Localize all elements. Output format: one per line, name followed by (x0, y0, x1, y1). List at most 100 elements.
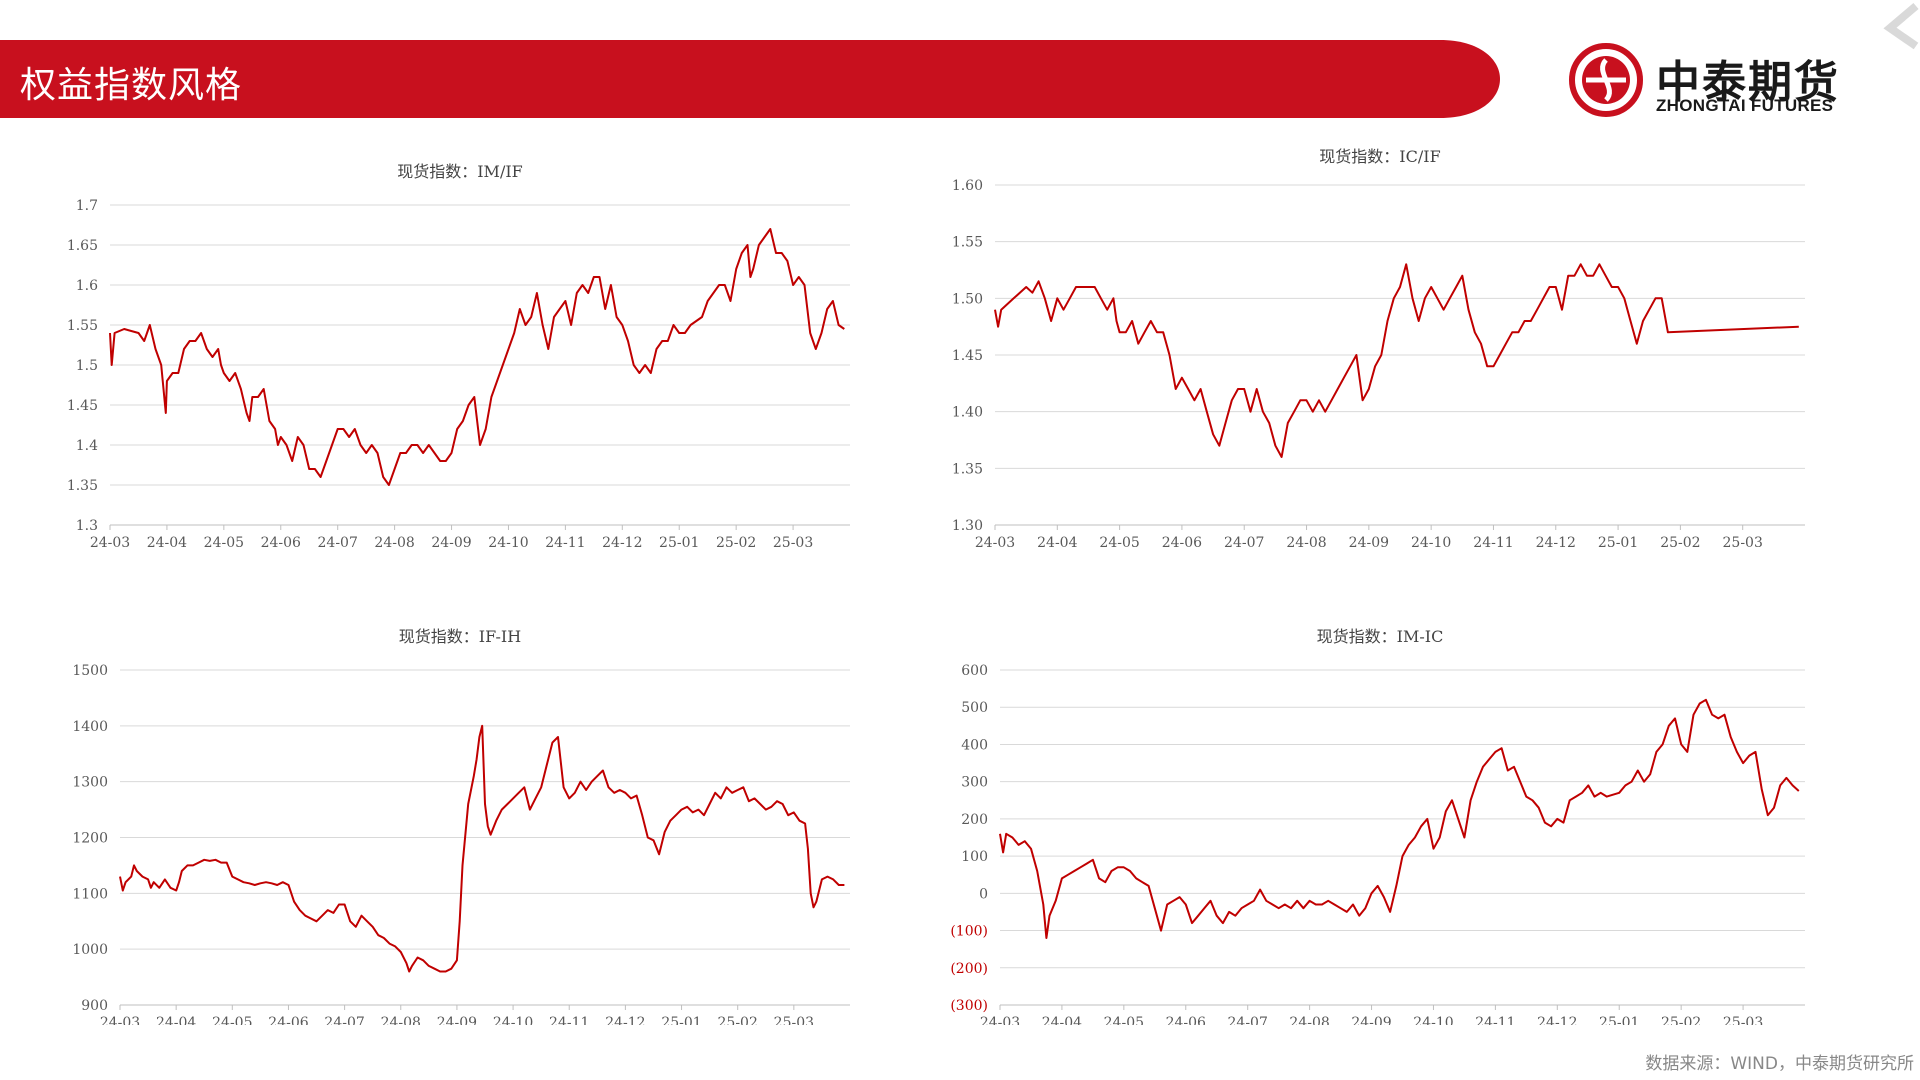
x-tick-label: 24-10 (493, 1015, 533, 1025)
x-tick-label: 24-12 (605, 1015, 645, 1025)
x-tick-label: 24-04 (1037, 535, 1077, 551)
y-tick-label: (100) (950, 924, 988, 940)
x-tick-label: 24-12 (1537, 1015, 1577, 1025)
zhongtai-logo-icon (1569, 43, 1643, 117)
x-tick-label: 25-01 (1598, 535, 1638, 551)
y-tick-label: 1.60 (952, 178, 983, 194)
x-tick-label: 24-12 (1536, 535, 1576, 551)
x-tick-label: 25-02 (1661, 1015, 1701, 1025)
x-tick-label: 24-03 (90, 535, 130, 551)
x-tick-label: 24-12 (602, 535, 642, 551)
x-tick-label: 24-09 (1351, 1015, 1391, 1025)
x-tick-label: 25-01 (1599, 1015, 1639, 1025)
chart-title: 现货指数：IF-IH (398, 627, 522, 646)
chart-title: 现货指数：IM/IF (397, 162, 523, 181)
y-tick-label: 1.65 (67, 238, 98, 254)
chart-title: 现货指数：IC/IF (1319, 147, 1441, 166)
y-tick-label: 1.55 (67, 318, 98, 334)
data-source-note: 数据来源：WIND，中泰期货研究所 (1645, 1054, 1914, 1074)
y-tick-label: 300 (961, 775, 988, 791)
y-tick-label: 1100 (72, 886, 108, 902)
x-tick-label: 24-06 (1162, 535, 1202, 551)
y-tick-label: 1500 (72, 663, 108, 679)
series-line (109, 228, 845, 486)
x-tick-label: 24-11 (1475, 1015, 1515, 1025)
x-tick-label: 24-05 (212, 1015, 252, 1025)
x-tick-label: 25-02 (1660, 535, 1700, 551)
x-tick-label: 24-05 (1099, 535, 1139, 551)
x-tick-label: 25-03 (774, 1015, 814, 1025)
x-tick-label: 24-09 (437, 1015, 477, 1025)
x-tick-label: 24-03 (980, 1015, 1020, 1025)
x-tick-label: 25-02 (716, 535, 756, 551)
y-tick-label: 1000 (72, 942, 108, 958)
y-tick-label: 1.4 (76, 438, 98, 454)
y-tick-label: 600 (961, 663, 988, 679)
chevron-left-icon (1883, 2, 1919, 50)
y-tick-label: 1200 (72, 831, 108, 847)
x-tick-label: 24-11 (549, 1015, 589, 1025)
y-tick-label: (200) (950, 961, 988, 977)
x-tick-label: 24-06 (1166, 1015, 1206, 1025)
x-tick-label: 24-04 (147, 535, 187, 551)
y-tick-label: 1400 (72, 719, 108, 735)
y-tick-label: 200 (961, 812, 988, 828)
y-tick-label: 1.35 (952, 461, 983, 477)
y-tick-label: 1.5 (76, 358, 98, 374)
x-tick-label: 24-09 (431, 535, 471, 551)
x-tick-label: 25-01 (661, 1015, 701, 1025)
y-tick-label: 1.3 (76, 518, 98, 534)
x-tick-label: 24-03 (975, 535, 1015, 551)
header-banner (0, 40, 1500, 118)
chart-plot: 600 500 400 300 200 100 0 (100) (200) (300)24-03 2… (950, 663, 1805, 1025)
chart-if-ih: 现货指数：IF-IH 1500 1400 1300 1200 1100 1000 900 24… (55, 615, 865, 1025)
x-tick-label: 25-03 (773, 535, 813, 551)
y-tick-label: 1.45 (67, 398, 98, 414)
y-tick-label: 0 (979, 886, 988, 902)
chart-im-if: 现货指数：IM/IF 1.7 1.65 1.6 1.55 1.5 1.45 1.4 1.35 1… (55, 150, 865, 570)
x-tick-label: 24-06 (261, 535, 301, 551)
y-tick-label: 1.6 (76, 278, 98, 294)
series-line (994, 263, 1799, 458)
x-tick-label: 24-10 (1413, 1015, 1453, 1025)
x-tick-label: 24-09 (1349, 535, 1389, 551)
series-line (119, 724, 845, 973)
chart-plot: 1.7 1.65 1.6 1.55 1.5 1.45 1.4 1.35 1.324-03 24-0… (67, 198, 850, 551)
chart-ic-if: 现货指数：IC/IF 1.60 1.55 1.50 1.45 1.40 1.35 1.30 2… (940, 135, 1820, 570)
x-tick-label: 25-01 (659, 535, 699, 551)
x-tick-label: 24-07 (1228, 1015, 1268, 1025)
logo-english-text: ZHONGTAI FUTURES (1656, 96, 1834, 115)
y-tick-label: 1300 (72, 775, 108, 791)
x-tick-label: 24-04 (1042, 1015, 1082, 1025)
x-tick-label: 24-06 (268, 1015, 308, 1025)
x-tick-label: 24-05 (1104, 1015, 1144, 1025)
page-title: 权益指数风格 (20, 65, 243, 106)
y-tick-label: 1.50 (952, 291, 983, 307)
x-tick-label: 24-07 (318, 535, 358, 551)
y-tick-label: 900 (81, 998, 108, 1014)
x-tick-label: 24-11 (545, 535, 585, 551)
y-tick-label: 1.35 (67, 478, 98, 494)
x-tick-label: 25-03 (1723, 535, 1763, 551)
x-tick-label: 24-07 (1224, 535, 1264, 551)
chart-im-ic: 现货指数：IM-IC 600 500 400 300 200 100 0 (100) (200)… (940, 615, 1820, 1025)
y-tick-label: (300) (950, 998, 988, 1014)
x-tick-label: 24-08 (381, 1015, 421, 1025)
y-tick-label: 1.55 (952, 235, 983, 251)
x-tick-label: 25-02 (718, 1015, 758, 1025)
x-tick-label: 24-04 (156, 1015, 196, 1025)
x-tick-label: 24-07 (324, 1015, 364, 1025)
logo-chinese-text: 中泰期货 (1656, 57, 1840, 108)
x-tick-label: 25-03 (1723, 1015, 1763, 1025)
x-tick-label: 24-03 (100, 1015, 140, 1025)
chart-title: 现货指数：IM-IC (1316, 627, 1444, 646)
y-tick-label: 1.40 (952, 405, 983, 421)
y-tick-label: 1.45 (952, 348, 983, 364)
x-tick-label: 24-08 (1286, 535, 1326, 551)
y-tick-label: 100 (961, 849, 988, 865)
series-line (999, 698, 1800, 939)
y-tick-label: 400 (961, 737, 988, 753)
company-logo: 中泰期货 ZHONGTAI FUTURES (1568, 42, 1868, 118)
x-tick-label: 24-10 (488, 535, 528, 551)
